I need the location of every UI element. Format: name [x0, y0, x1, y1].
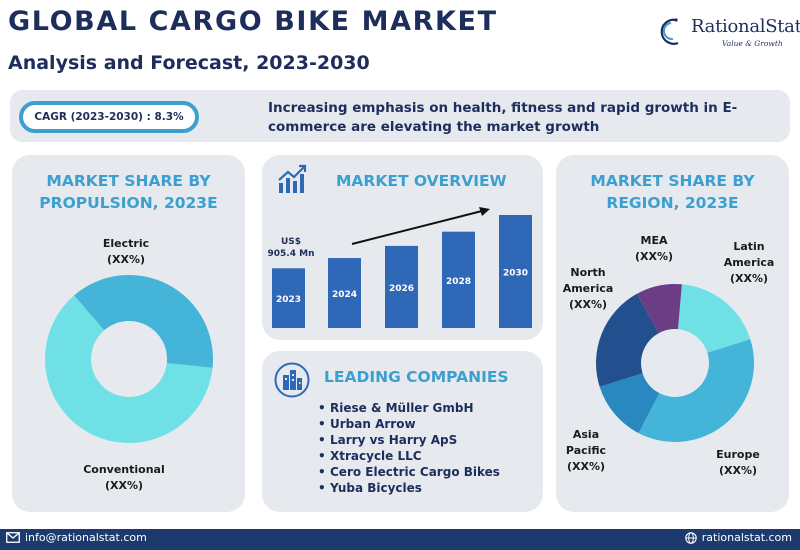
donut-slice-electric	[44, 295, 213, 443]
footer-email[interactable]: info@rationalstat.com	[6, 531, 147, 544]
north-america-value: (XX%)	[568, 298, 608, 311]
latin-america-value: (XX%)	[729, 272, 769, 285]
bar-2023	[272, 268, 305, 328]
company-item: Urban Arrow	[318, 416, 500, 432]
logo-name: RationalStat	[691, 16, 800, 37]
overview-title: MARKET OVERVIEW	[336, 172, 507, 190]
footer-website[interactable]: rationalstat.com	[685, 531, 792, 544]
base-value-currency: US$	[280, 237, 302, 247]
bar-label-2023: 2023	[276, 295, 301, 305]
region-title-line1: MARKET SHARE BY	[590, 172, 755, 190]
bar-label-2024: 2024	[332, 290, 357, 300]
company-item: Cero Electric Cargo Bikes	[318, 464, 500, 480]
north-america-line2: America	[562, 282, 614, 295]
rationalstat-logo-icon	[660, 18, 679, 45]
conventional-label: Conventional (XX%)	[64, 462, 184, 494]
growth-chart-icon	[278, 164, 307, 193]
donut-slice-conventional	[74, 275, 213, 368]
page-title: GLOBAL CARGO BIKE MARKET	[8, 6, 498, 37]
page-subtitle: Analysis and Forecast, 2023-2030	[8, 52, 370, 74]
base-value-annotation: US$ 905.4 Mn	[266, 236, 316, 260]
propulsion-donut-chart	[44, 275, 213, 443]
bar-2028	[442, 231, 475, 328]
propulsion-title: MARKET SHARE BY PROPULSION, 2023E	[12, 170, 245, 214]
donut-slice-latin-america	[677, 284, 751, 353]
brand-logo[interactable]: RationalStat Value & Growth	[660, 14, 800, 54]
asia-pacific-label: Asia Pacific (XX%)	[558, 427, 614, 475]
trend-arrow-head	[479, 207, 490, 216]
region-title-line2: REGION, 2023E	[606, 194, 739, 212]
region-title: MARKET SHARE BY REGION, 2023E	[556, 170, 789, 214]
latin-america-label: Latin America (XX%)	[716, 239, 782, 287]
electric-label: Electric (XX%)	[76, 236, 176, 268]
company-item: Xtracycle LLC	[318, 448, 500, 464]
donut-slice-asia-pacific	[599, 373, 660, 434]
footer-bar: info@rationalstat.com rationalstat.com	[0, 529, 800, 550]
donut-slice-mea	[637, 284, 682, 334]
mea-label: MEA (XX%)	[626, 233, 682, 265]
globe-icon	[685, 531, 697, 544]
asia-pacific-value: (XX%)	[566, 460, 606, 473]
bar-2030	[499, 215, 532, 328]
company-item: Larry vs Harry ApS	[318, 432, 500, 448]
asia-pacific-line2: Pacific	[565, 444, 607, 457]
electric-value: (XX%)	[106, 253, 146, 266]
region-donut-chart	[596, 284, 754, 442]
conventional-name: Conventional	[83, 463, 165, 476]
company-item: Yuba Bicycles	[318, 480, 500, 496]
buildings-icon	[274, 362, 310, 398]
footer-website-text[interactable]: rationalstat.com	[701, 531, 792, 544]
companies-title: LEADING COMPANIES	[324, 368, 509, 386]
propulsion-title-line1: MARKET SHARE BY	[46, 172, 211, 190]
donut-slice-europe	[638, 339, 754, 442]
banner-statement: Increasing emphasis on health, fitness a…	[268, 100, 738, 135]
market-overview-bar-chart: 2023 2024 2026 2028 2030	[272, 207, 532, 328]
cagr-badge: CAGR (2023-2030) : 8.3%	[19, 101, 199, 133]
logo-tagline: Value & Growth	[722, 39, 783, 48]
europe-label: Europe (XX%)	[708, 447, 768, 479]
north-america-line1: North	[570, 266, 606, 279]
bar-2024	[328, 258, 361, 328]
company-item: Riese & Müller GmbH	[318, 400, 500, 416]
footer-email-text[interactable]: info@rationalstat.com	[25, 531, 147, 544]
trend-arrow-line	[351, 210, 483, 245]
europe-name: Europe	[716, 448, 760, 461]
bar-label-2030: 2030	[503, 269, 528, 279]
envelope-icon	[6, 532, 20, 543]
asia-pacific-line1: Asia	[572, 428, 600, 441]
latin-america-line1: Latin	[733, 240, 765, 253]
mea-name: MEA	[640, 234, 668, 247]
bar-label-2026: 2026	[389, 284, 414, 294]
conventional-value: (XX%)	[104, 479, 144, 492]
donut-slice-north-america	[596, 293, 659, 387]
north-america-label: North America (XX%)	[558, 265, 618, 313]
bar-label-2028: 2028	[446, 277, 471, 287]
mea-value: (XX%)	[634, 250, 674, 263]
region-panel	[556, 155, 789, 512]
companies-list: Riese & Müller GmbH Urban Arrow Larry vs…	[318, 400, 500, 496]
base-value-amount: 905.4 Mn	[267, 249, 315, 259]
bar-2026	[385, 245, 418, 328]
propulsion-title-line2: PROPULSION, 2023E	[39, 194, 218, 212]
latin-america-line2: America	[723, 256, 775, 269]
europe-value: (XX%)	[718, 464, 758, 477]
electric-name: Electric	[102, 237, 150, 250]
